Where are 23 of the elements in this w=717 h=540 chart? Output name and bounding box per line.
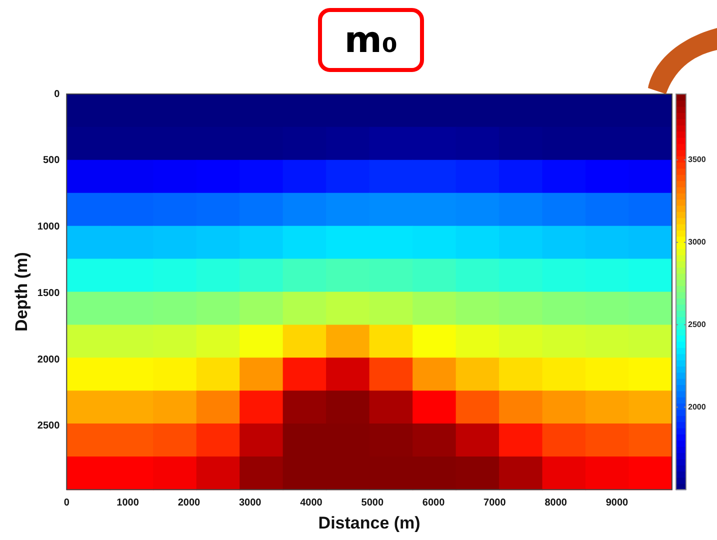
x-tick-label: 3000 — [238, 497, 262, 508]
y-tick-label: 0 — [54, 88, 60, 100]
x-tick-label: 4000 — [300, 497, 323, 508]
color-bar-label: 2000 — [688, 402, 706, 412]
x-tick-label: 9000 — [606, 497, 629, 508]
x-tick-label: 8000 — [544, 497, 568, 508]
x-tick-label: 7000 — [484, 497, 506, 508]
y-tick-label: 2000 — [37, 354, 60, 366]
x-tick-label: 6000 — [422, 497, 446, 508]
x-tick-label: 5000 — [361, 497, 384, 508]
x-axis-title: Distance (m) — [318, 513, 420, 532]
y-tick-label: 1500 — [37, 288, 60, 299]
x-tick-label: 1000 — [116, 497, 140, 508]
x-tick-label: 2000 — [178, 497, 200, 508]
color-bar-label: 3000 — [688, 238, 706, 247]
y-tick-label: 1000 — [37, 222, 60, 232]
y-tick-label: 500 — [42, 155, 60, 166]
color-bar-label: 2500 — [688, 320, 706, 329]
y-tick-label: 2500 — [37, 420, 60, 432]
chart-title: m₀ — [318, 8, 424, 72]
color-bar-label: 3500 — [688, 155, 706, 164]
y-axis-title: Depth (m) — [12, 252, 31, 332]
x-tick-label: 0 — [64, 497, 70, 508]
